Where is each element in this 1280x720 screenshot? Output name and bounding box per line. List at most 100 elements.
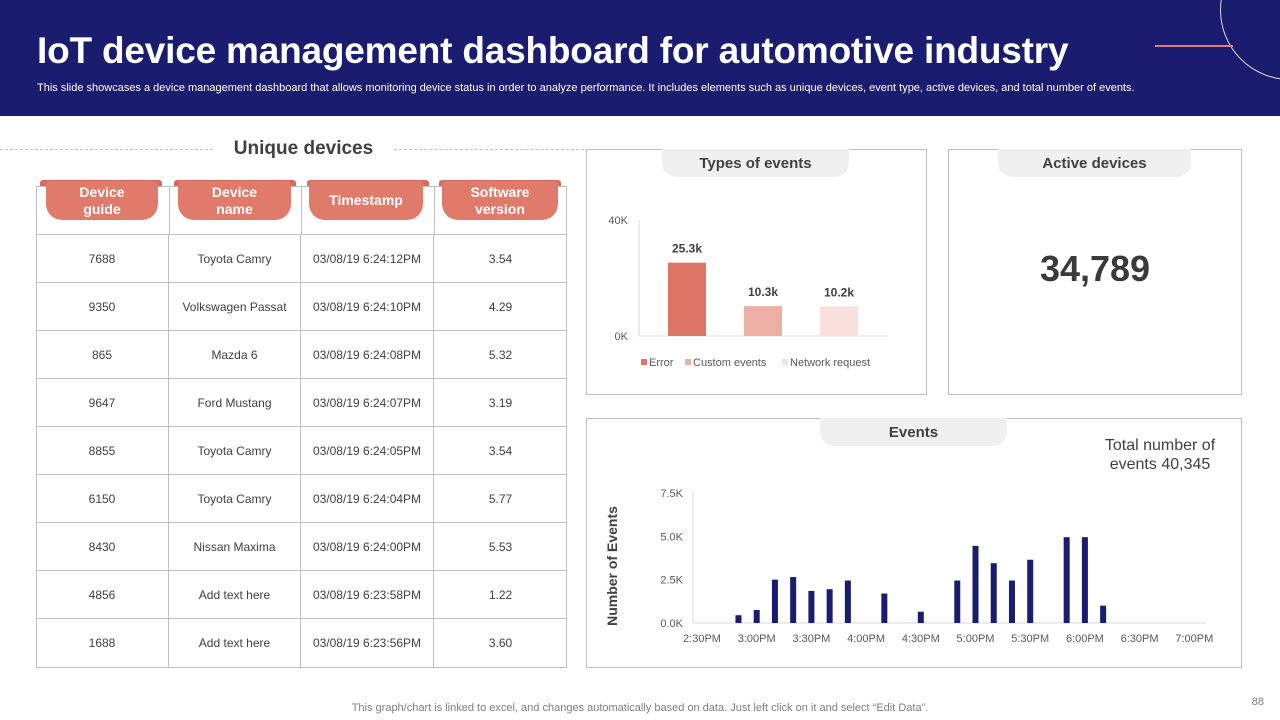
table-cell: 8430 bbox=[36, 523, 169, 571]
footer-note: This graph/chart is linked to excel, and… bbox=[351, 702, 929, 714]
events-chart[interactable]: 0.0K 2.5K 5.0K 7.5K 2:30PM 3:00PM 3:30PM 4:00PM… bbox=[586, 480, 1242, 665]
decorative-arc bbox=[1220, 0, 1280, 80]
table-cell: 4.29 bbox=[434, 283, 567, 331]
y-axis-title: Number of Events bbox=[604, 506, 620, 626]
table-cell: 3.54 bbox=[434, 235, 567, 283]
table-cell: Ford Mustang bbox=[169, 379, 301, 427]
active-devices-value: 34,789 bbox=[1039, 248, 1151, 289]
x-tick-label: 3:30PM bbox=[792, 633, 830, 645]
table-cell: 865 bbox=[36, 331, 169, 379]
event-bar bbox=[954, 580, 961, 623]
page-subtitle: This slide showcases a device management… bbox=[37, 82, 1135, 94]
bar-network-request bbox=[820, 306, 858, 336]
table-cell: 4856 bbox=[36, 571, 169, 619]
table-top-border bbox=[36, 186, 567, 187]
column-header[interactable]: Device name bbox=[178, 181, 291, 220]
column-header[interactable]: Device guide bbox=[46, 181, 158, 220]
event-bar bbox=[808, 590, 815, 623]
page-number: 88 bbox=[1251, 696, 1264, 708]
table-cell: Mazda 6 bbox=[169, 331, 301, 379]
event-bar bbox=[972, 545, 979, 623]
table-cell: 03/08/19 6:24:08PM bbox=[301, 331, 434, 379]
data-label: 10.2k bbox=[824, 285, 854, 299]
total-events-label: Total number of events 40,345 bbox=[1104, 437, 1216, 473]
x-tick-label: 5:30PM bbox=[1011, 633, 1049, 645]
table-cell: 3.19 bbox=[434, 379, 567, 427]
table-cell: 3.54 bbox=[434, 427, 567, 475]
table-cell: Toyota Camry bbox=[169, 475, 301, 523]
event-bar bbox=[826, 589, 833, 623]
types-of-events-title: Types of events bbox=[662, 149, 849, 177]
table-cell: Add text here bbox=[169, 619, 301, 667]
table-cell: 03/08/19 6:23:58PM bbox=[301, 571, 434, 619]
events-title: Events bbox=[820, 418, 1007, 446]
event-bar bbox=[1081, 537, 1088, 623]
event-bar bbox=[790, 577, 797, 623]
bar-custom-events bbox=[744, 306, 782, 336]
event-bar bbox=[1008, 580, 1015, 623]
table-cell: 03/08/19 6:23:56PM bbox=[301, 619, 434, 667]
event-bar bbox=[881, 593, 888, 623]
divider-right bbox=[394, 149, 584, 150]
event-bar bbox=[917, 611, 924, 623]
events-panel bbox=[586, 418, 1242, 668]
bar-error bbox=[668, 262, 706, 336]
legend-label: Error bbox=[649, 357, 674, 369]
column-header[interactable]: Timestamp bbox=[309, 181, 423, 220]
data-label: 25.3k bbox=[672, 242, 702, 256]
header-divider bbox=[169, 186, 170, 235]
y-tick-label: 7.5K bbox=[660, 488, 683, 500]
page-title: IoT device management dashboard for auto… bbox=[37, 30, 1069, 71]
legend-label: Custom events bbox=[693, 357, 767, 369]
types-of-events-panel bbox=[586, 149, 927, 395]
table-cell: 5.32 bbox=[434, 331, 567, 379]
table-header-border bbox=[36, 234, 567, 235]
y-tick-label: 2.5K bbox=[660, 575, 683, 587]
table-cell: 8855 bbox=[36, 427, 169, 475]
event-bar bbox=[1027, 559, 1034, 623]
event-bar bbox=[1100, 605, 1107, 623]
table-cell: 3.60 bbox=[488, 636, 513, 650]
table-cell: 1.22 bbox=[434, 571, 567, 619]
x-tick-label: 2:30PM bbox=[683, 633, 721, 645]
legend-label: Network request bbox=[790, 357, 870, 369]
x-tick-label: 7:00PM bbox=[1175, 633, 1213, 645]
data-label: 10.3k bbox=[748, 285, 778, 299]
types-of-events-chart[interactable]: 0K 40K 25.3k 10.3k 10.2k Error Custom events Ne… bbox=[586, 180, 927, 390]
event-bar bbox=[1063, 537, 1070, 623]
column-header[interactable]: Software version bbox=[442, 181, 558, 220]
table-cell: 03/08/19 6:24:05PM bbox=[301, 427, 434, 475]
event-bar bbox=[735, 615, 742, 623]
x-tick-label: 6:30PM bbox=[1121, 633, 1159, 645]
event-bar bbox=[844, 580, 851, 623]
event-bar bbox=[753, 610, 760, 623]
table-cell: Nissan Maxima bbox=[169, 523, 301, 571]
x-tick-label: 4:00PM bbox=[847, 633, 885, 645]
table-cell: 9647 bbox=[36, 379, 169, 427]
x-tick-label: 6:00PM bbox=[1066, 633, 1104, 645]
legend-swatch bbox=[685, 359, 691, 365]
legend-swatch bbox=[641, 359, 647, 365]
decorative-line bbox=[1155, 45, 1233, 47]
x-tick-label: 4:30PM bbox=[902, 633, 940, 645]
table-cell: 5.77 bbox=[434, 475, 567, 523]
table-cell: 03/08/19 6:24:00PM bbox=[301, 523, 434, 571]
table-cell: 9350 bbox=[36, 283, 169, 331]
table-cell: 7688 bbox=[36, 235, 169, 283]
table-cell: 5.53 bbox=[434, 523, 567, 571]
active-devices-title: Active devices bbox=[998, 149, 1191, 177]
event-bar bbox=[990, 563, 997, 623]
header-divider bbox=[434, 186, 435, 235]
table-cell: Toyota Camry bbox=[169, 235, 301, 283]
divider-left bbox=[0, 149, 213, 150]
y-tick-label: 0.0K bbox=[660, 618, 683, 630]
table-cell: 03/08/19 6:24:12PM bbox=[301, 235, 434, 283]
table-cell: 6150 bbox=[36, 475, 169, 523]
event-bar bbox=[771, 579, 778, 623]
legend-swatch bbox=[782, 359, 788, 365]
table-cell: 03/08/19 6:24:07PM bbox=[301, 379, 434, 427]
header-banner: IoT device management dashboard for auto… bbox=[0, 0, 1280, 116]
table-cell: Volkswagen Passat bbox=[169, 283, 301, 331]
table-cell: 1688 bbox=[36, 619, 169, 667]
